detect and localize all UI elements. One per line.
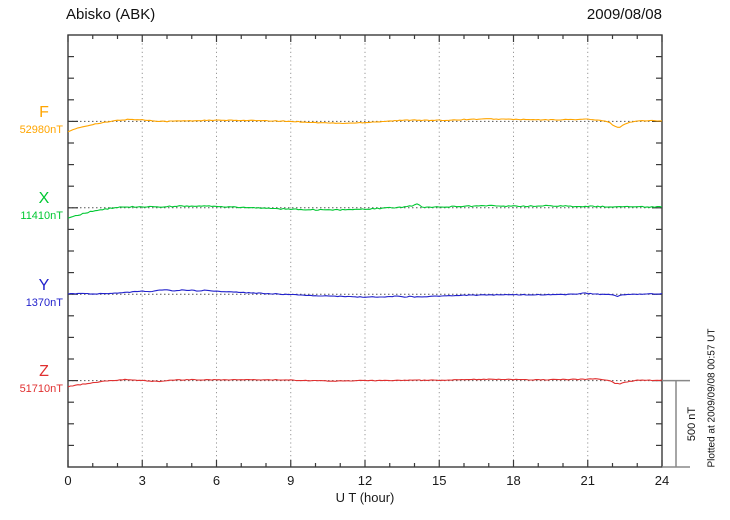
x-tick-label-6: 6 [212,473,221,488]
channel-Z-baseline-value: 51710nT [19,383,63,396]
trace-Y [67,289,663,298]
scale-bar-label: 500 nT [686,406,698,442]
channel-F-baseline-value: 52980nT [19,123,63,136]
channel-Z-letter: Z [39,363,49,381]
x-tick-label-12: 12 [357,473,373,488]
trace-Z [67,378,663,388]
page-title: Abisko (ABK) [66,6,156,23]
x-tick-label-21: 21 [580,473,595,488]
x-tick-label-24: 24 [654,473,670,488]
plotted-at-label: Plotted at 2009/09/08 00:57 UT [706,328,718,468]
trace-F [67,118,662,133]
trace-X [67,203,663,219]
x-tick-label-9: 9 [287,473,295,488]
x-axis-title: U T (hour) [335,490,395,505]
x-tick-label-18: 18 [506,473,521,488]
x-tick-label-0: 0 [64,473,72,488]
channel-X-baseline-value: 11410nT [20,210,63,223]
channel-Y-baseline-value: 1370nT [25,296,63,309]
x-tick-label-15: 15 [432,473,447,488]
channel-F-letter: F [39,103,49,121]
channel-X-letter: X [38,190,50,208]
date-label: 2009/08/08 [586,6,662,23]
plot-frame [67,34,663,468]
channel-Y-letter: Y [38,276,50,294]
x-tick-label-3: 3 [138,473,146,488]
